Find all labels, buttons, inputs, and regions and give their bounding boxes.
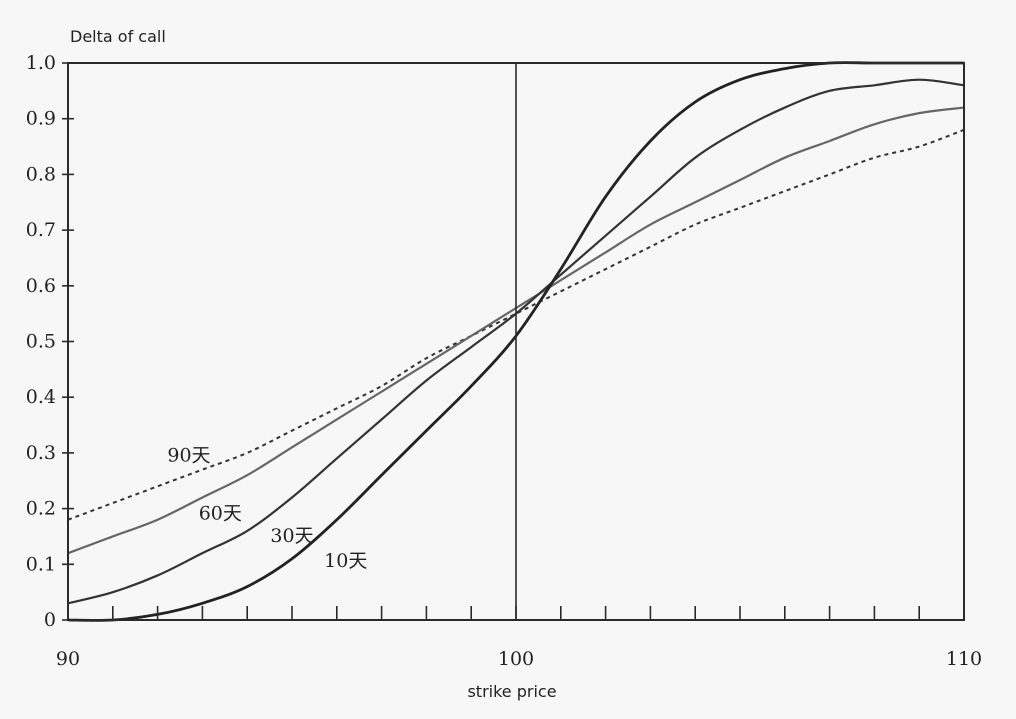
y-axis-title: Delta of call (70, 27, 166, 46)
y-tick-label: 0.3 (26, 442, 56, 464)
y-tick-label: 0.9 (26, 108, 56, 130)
y-tick-label: 0.7 (26, 219, 56, 241)
y-tick-label: 0.5 (26, 331, 56, 353)
series-label-4: 10天 (324, 550, 367, 572)
y-tick-label: 0 (44, 609, 56, 631)
series-line-4 (67, 61, 964, 622)
y-tick-label: 0.6 (26, 275, 56, 297)
x-axis-title: strike price (467, 682, 556, 701)
y-tick-label: 0.2 (26, 498, 56, 520)
series-label-3: 30天 (270, 525, 313, 547)
x-tick-label: 90 (56, 648, 80, 670)
y-ticks: 0 0.1 0.2 0.3 0.4 0.5 0.6 0.7 0.8 0.9 1.0 (26, 52, 74, 631)
y-tick-label: 0.1 (26, 553, 56, 575)
x-tick-label: 100 (498, 648, 534, 670)
y-tick-label: 0.4 (26, 386, 56, 408)
y-tick-label: 1.0 (26, 52, 56, 74)
x-tick-label: 110 (946, 648, 982, 670)
series-labels: 90天 60天 30天 10天 (167, 444, 367, 572)
series-label-2: 60天 (199, 503, 242, 525)
y-tick-label: 0.8 (26, 163, 56, 185)
x-ticks: 90 100 110 (56, 606, 982, 670)
series-label-1: 90天 (167, 444, 210, 466)
